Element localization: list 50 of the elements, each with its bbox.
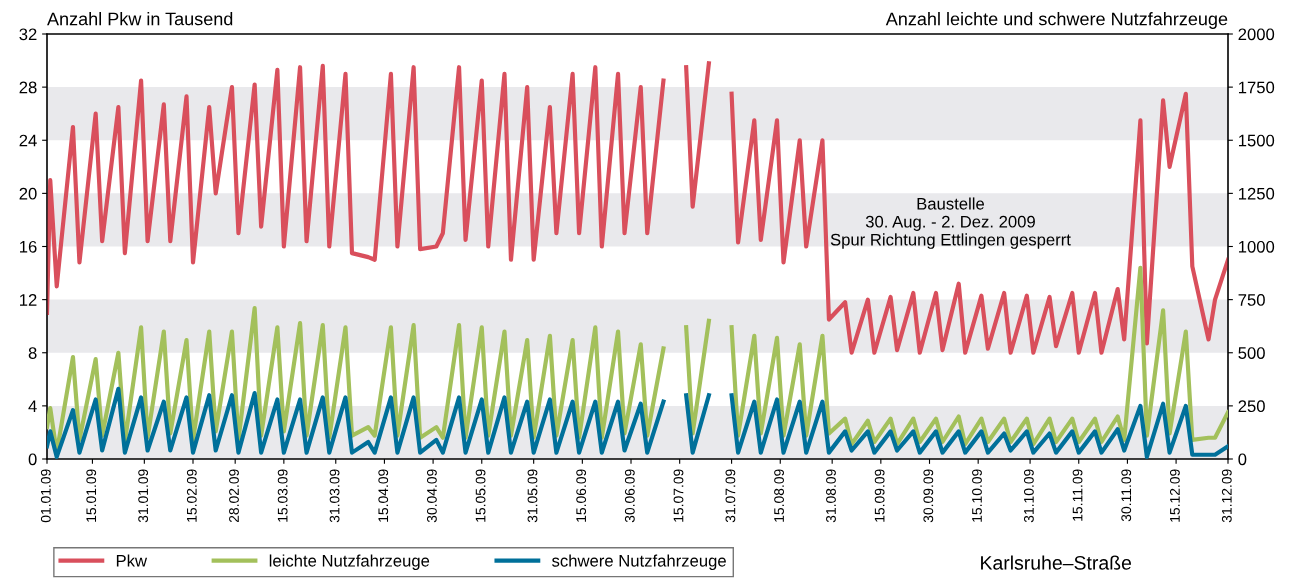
x-tick-label: 31.01.09: [138, 469, 149, 523]
x-tick-label: 15.09.09: [874, 469, 885, 522]
x-tick-label: 31.05.09: [527, 469, 538, 523]
x-tick-label: 31.12.09: [1221, 469, 1232, 523]
y-tick-label: 4: [28, 400, 37, 412]
y2-tick-label: 0: [1238, 453, 1247, 466]
y-tick-label: 24: [19, 134, 37, 147]
y-tick-label: 28: [19, 81, 37, 94]
y-tick-label: 20: [19, 187, 37, 200]
y2-tick-label: 750: [1238, 294, 1265, 306]
x-tick-label: 31.08.09: [826, 469, 836, 523]
legend-label: leichte Nutzfahrzeuge: [269, 554, 430, 570]
y2-axis-title: Anzahl leichte und schwere Nutzfahrzeuge: [885, 12, 1228, 29]
y-tick-label: 12: [20, 294, 37, 306]
x-tick-label: 15.12.09: [1169, 469, 1180, 522]
x-tick-label: 01.01.09: [40, 469, 51, 523]
annotation: Baustelle 30. Aug. - 2. Dez. 2009 Spur Richtung Ettlingen gesperrt: [830, 197, 1071, 249]
x-tick-label: 15.04.09: [378, 469, 389, 522]
y2-tick-label: 1750: [1238, 81, 1275, 94]
x-tick-label: 31.10.09: [1023, 469, 1034, 523]
y2-tick-label: 500: [1238, 347, 1265, 359]
x-tick-label: 15.07.09: [673, 469, 684, 522]
y2-tick-label: 2000: [1238, 28, 1275, 41]
x-tick-label: 15.02.09: [186, 469, 197, 522]
y2-tick-label: 1250: [1238, 187, 1275, 200]
y2-tick-label: 250: [1238, 400, 1265, 413]
legend-label: schwere Nutzfahrzeuge: [552, 554, 726, 570]
legend-label: Pkw: [116, 554, 148, 567]
x-tick-label: 15.06.09: [576, 469, 587, 522]
y-tick-label: 0: [28, 453, 37, 466]
x-tick-label: 15.03.09: [277, 469, 288, 522]
x-tick-label: 31.03.09: [329, 469, 340, 523]
x-tick-label: 30.04.09: [426, 469, 437, 523]
x-tick-label: 15.01.09: [86, 469, 97, 522]
x-tick-label: 31.07.09: [725, 469, 736, 523]
y2-tick-label: 1000: [1238, 240, 1275, 253]
y-tick-label: 8: [28, 347, 37, 359]
y-tick-label: 16: [20, 240, 37, 253]
y2-tick-label: 1500: [1238, 134, 1275, 147]
y-tick-label: 32: [19, 28, 37, 41]
x-tick-label: 30.06.09: [624, 469, 635, 523]
x-tick-label: 15.05.09: [475, 469, 486, 522]
text: Karlsruhe–Straße: [981, 555, 1132, 570]
x-tick-label: 15.11.09: [1072, 469, 1083, 521]
x-tick-label: 15.08.09: [774, 469, 784, 522]
x-tick-label: 15.10.09: [972, 469, 982, 522]
x-tick-label: 30.09.09: [923, 469, 934, 523]
y-axis-title: Anzahl Pkw in Tausend: [47, 12, 233, 26]
x-tick-label: 30.11.09: [1121, 469, 1132, 522]
x-tick-label: 28.02.09: [229, 469, 239, 523]
